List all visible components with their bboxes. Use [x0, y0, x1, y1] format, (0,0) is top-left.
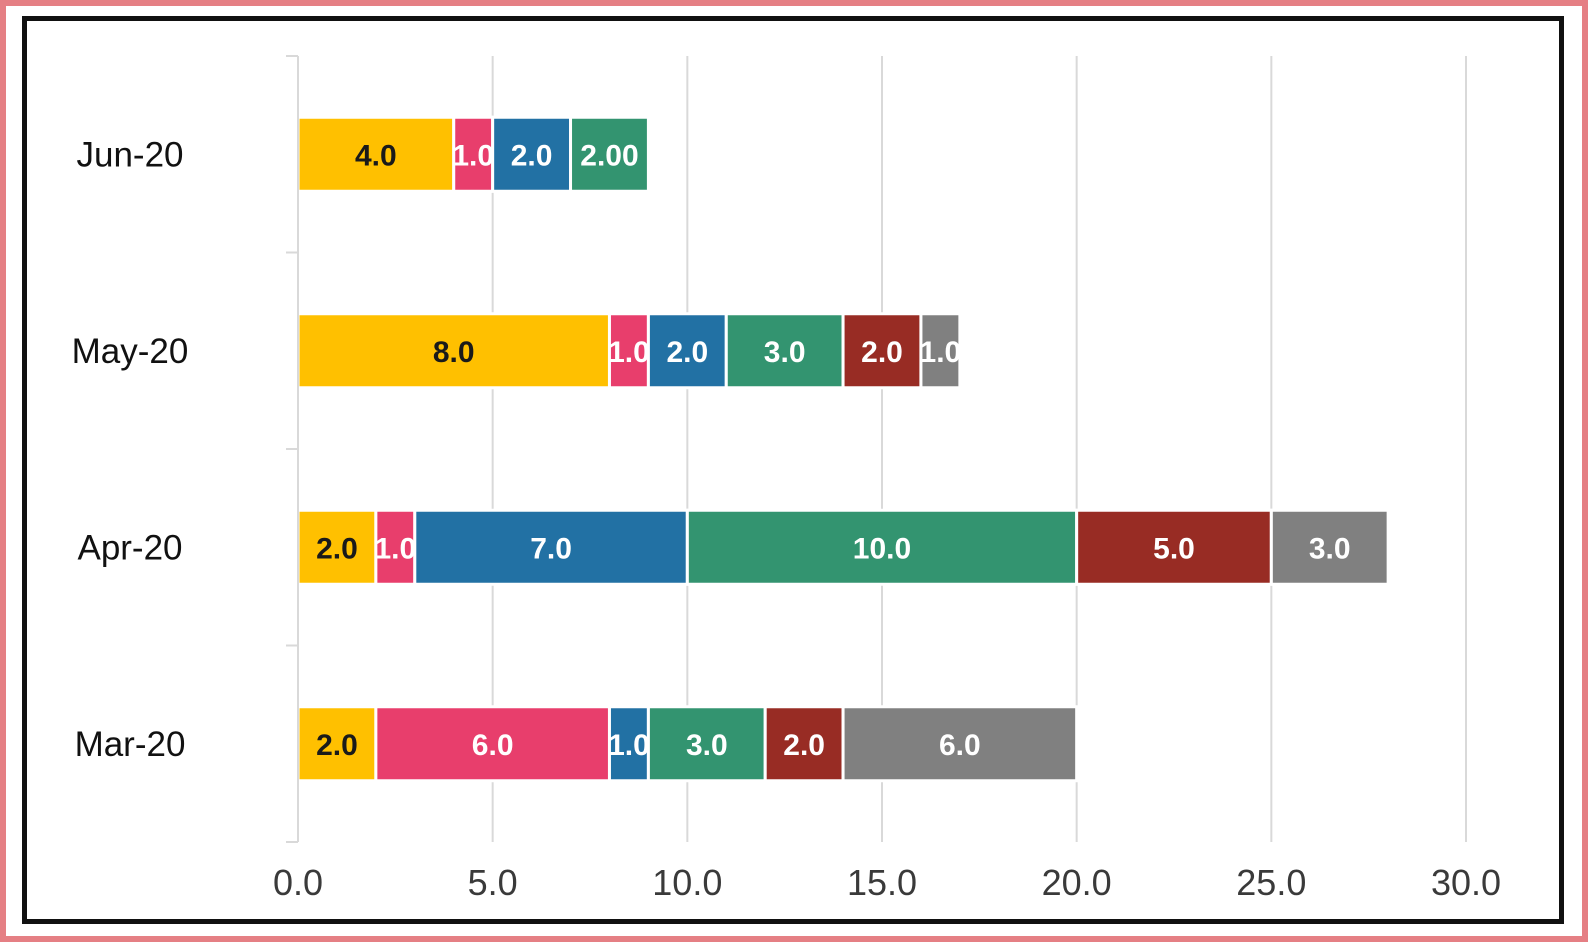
data-label: 6.0 [472, 729, 514, 762]
bar-segment [646, 312, 728, 390]
data-label: 3.0 [764, 336, 806, 369]
category-label: Apr-20 [77, 528, 182, 567]
bar-segment [413, 508, 689, 586]
bar-segment [374, 508, 417, 586]
bar-segment [841, 705, 1079, 783]
data-label: 7.0 [530, 532, 572, 565]
data-label: 2.0 [316, 532, 358, 565]
x-tick-label: 25.0 [1236, 862, 1306, 903]
data-label: 10.0 [853, 532, 911, 565]
data-label: 1.0 [608, 336, 650, 369]
data-label: 2.00 [580, 139, 638, 172]
x-tick-label: 30.0 [1431, 862, 1501, 903]
data-label: 1.0 [452, 139, 494, 172]
category-label: May-20 [72, 332, 189, 371]
bar-segment [374, 705, 611, 783]
data-label: 2.0 [861, 336, 903, 369]
bar-segment [296, 312, 611, 390]
x-tick-label: 15.0 [847, 862, 917, 903]
data-labels: 2.0 2.0 8.0 4.0 6.0 1.0 1.0 1.0 1.0 7.0 2.0 2.0 3.0 1… [316, 139, 1351, 762]
category-label: Mar-20 [75, 725, 186, 764]
data-label: 2.0 [783, 729, 825, 762]
data-label: 8.0 [433, 336, 475, 369]
bar-segment [296, 508, 378, 586]
bar-segment [452, 115, 495, 193]
axes: 0.0 5.0 10.0 15.0 20.0 25.0 30.0 Mar-20 Apr-20 Ma… [72, 55, 1501, 903]
x-tick-label: 5.0 [468, 862, 518, 903]
bar-segment [1269, 508, 1390, 586]
data-label: 2.0 [666, 336, 708, 369]
x-tick-label: 10.0 [652, 862, 722, 903]
data-label: 3.0 [686, 729, 728, 762]
bar-segment [607, 705, 650, 783]
data-label: 4.0 [355, 139, 397, 172]
bars [296, 115, 1390, 783]
data-label: 3.0 [1309, 532, 1351, 565]
data-label: 1.0 [608, 729, 650, 762]
bar-segment [569, 115, 650, 193]
bar-segment [919, 312, 962, 390]
bar-segment [724, 312, 845, 390]
bar-segment [607, 312, 650, 390]
data-label: 5.0 [1153, 532, 1195, 565]
x-tick-label: 0.0 [273, 862, 323, 903]
x-tick-label: 20.0 [1042, 862, 1112, 903]
bar-segment [491, 115, 573, 193]
category-label: Jun-20 [76, 135, 183, 174]
data-label: 6.0 [939, 729, 981, 762]
data-label: 2.0 [316, 729, 358, 762]
data-label: 1.0 [374, 532, 416, 565]
data-label: 2.0 [511, 139, 553, 172]
bar-segment [296, 115, 456, 193]
data-label: 1.0 [920, 336, 962, 369]
